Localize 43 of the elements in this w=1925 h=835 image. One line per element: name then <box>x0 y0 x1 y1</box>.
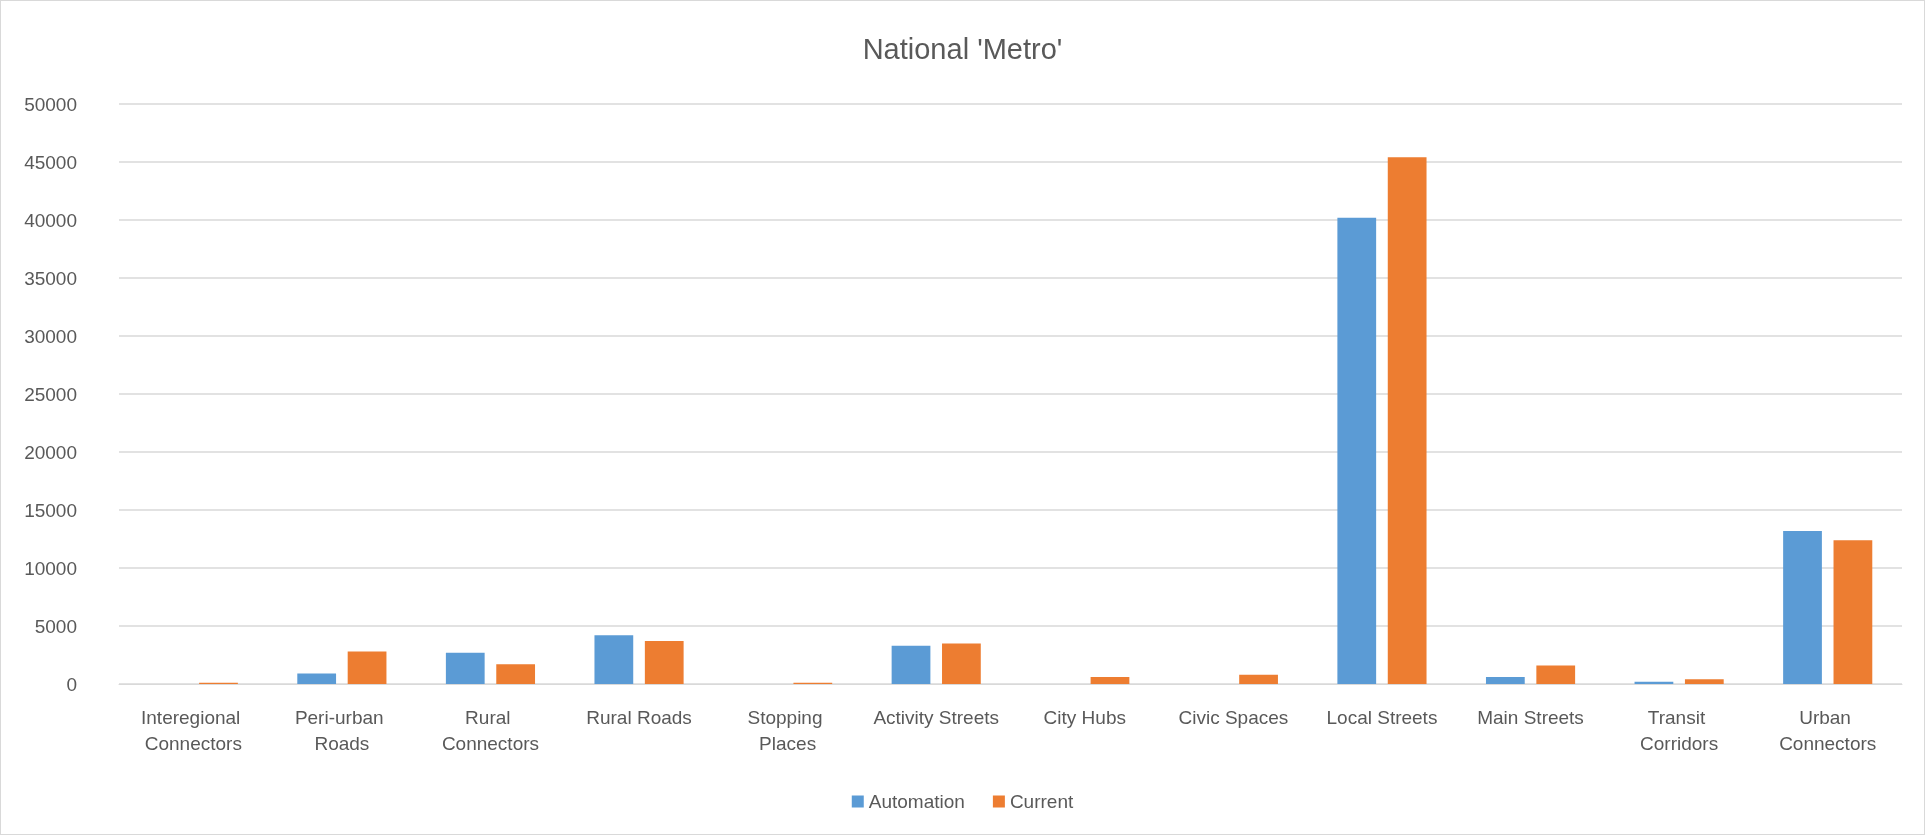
x-tick-label: Main Streets <box>1477 706 1584 728</box>
x-tick-label: Rural Connectors <box>441 706 540 754</box>
bar <box>1239 674 1278 684</box>
y-tick-label: 10000 <box>24 557 77 579</box>
x-tick-label: Civic Spaces <box>1178 706 1289 728</box>
bar <box>644 641 684 684</box>
bar <box>1090 677 1130 684</box>
y-tick-label: 40000 <box>24 209 77 231</box>
y-tick-label: 5000 <box>34 615 77 637</box>
y-tick-label: 35000 <box>24 267 77 289</box>
legend-label: Current <box>1009 791 1074 812</box>
bar <box>891 645 931 684</box>
bar <box>1337 217 1377 684</box>
bar <box>297 673 337 684</box>
bar <box>1387 157 1427 684</box>
y-tick-label: 50000 <box>24 93 77 115</box>
x-tick-label: Activity Streets <box>873 706 1000 728</box>
bar <box>1783 530 1822 684</box>
bar <box>942 643 981 684</box>
bar <box>1536 665 1576 684</box>
y-tick-label: 30000 <box>24 325 77 347</box>
y-tick-label: 25000 <box>24 383 77 405</box>
bar <box>1833 540 1873 684</box>
x-tick-label: City Hubs <box>1043 706 1126 728</box>
x-tick-label: Urban Connectors <box>1779 706 1877 754</box>
bar <box>1485 677 1525 684</box>
y-tick-label: 0 <box>66 673 77 695</box>
y-tick-label: 20000 <box>24 441 77 463</box>
bar <box>347 651 387 684</box>
x-tick-label: Interegional Connectors <box>141 706 246 754</box>
y-tick-label: 15000 <box>24 499 77 521</box>
chart-title: National 'Metro' <box>862 32 1063 65</box>
bar <box>594 635 634 684</box>
legend-label: Automation <box>868 791 965 812</box>
y-tick-label: 45000 <box>24 151 77 173</box>
bar <box>445 652 485 684</box>
x-tick-label: Peri-urban Roads <box>294 706 389 754</box>
bar <box>1684 679 1724 684</box>
x-tick-label: Stopping Places <box>747 706 828 754</box>
x-tick-label: Rural Roads <box>586 706 692 728</box>
x-tick-label: Transit Corridors <box>1640 706 1719 754</box>
bar <box>496 664 536 684</box>
x-tick-label: Local Streets <box>1326 706 1438 728</box>
